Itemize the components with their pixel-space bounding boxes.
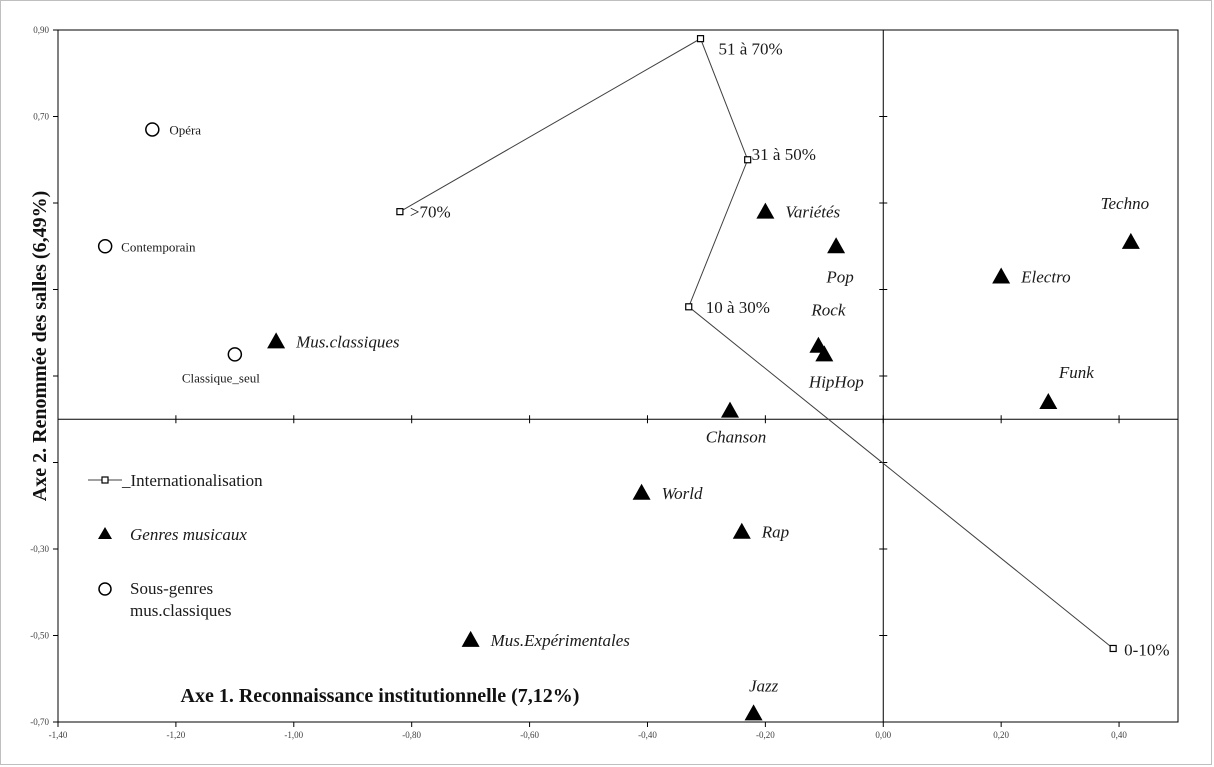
internationalisation-point [744,156,752,164]
genre-triangle [815,345,834,362]
y-tick-label: -0,30 [30,544,49,554]
genre-label: Jazz [749,676,779,695]
internationalisation-line [399,37,1114,649]
genre-label: Rap [761,523,789,542]
y-tick-label: -0,70 [30,717,49,727]
x-tick-label: -0,80 [402,730,421,740]
sous-genre-circle [227,347,243,362]
genre-label: Variétés [785,203,840,222]
y-axis-title: Axe 2. Renommée des salles (6,49%) [29,191,51,502]
genre-triangle [732,522,751,539]
genre-label: Electro [1020,268,1070,287]
genre-label: Techno [1101,194,1150,213]
x-tick-label: -1,20 [167,730,186,740]
legend-label-genres: Genres musicaux [130,525,247,544]
genre-triangle [461,630,480,647]
genre-triangle [756,202,775,219]
genre-triangle [1121,232,1140,249]
sous-genre-label: Classique_seul [182,370,260,385]
genre-triangle [744,704,763,721]
internationalisation-point [685,303,693,311]
genre-triangle [992,267,1011,284]
genre-label: Mus.Expérimentales [490,631,631,650]
internationalisation-label: 0-10% [1124,640,1169,659]
legend-label-line: mus.classiques [130,601,232,620]
x-tick-label: -1,40 [49,730,68,740]
genre-triangle [721,401,739,418]
genre-label: Funk [1058,363,1094,382]
sous-genre-circle [145,122,160,137]
x-tick-label: 0,40 [1111,730,1127,740]
internationalisation-point [396,208,404,216]
genre-label: World [662,484,703,503]
x-tick-label: 0,00 [875,730,891,740]
genre-triangle [1039,392,1058,409]
internationalisation-label: 10 à 30% [706,298,770,317]
genre-label: Mus.classiques [295,332,400,351]
legend-label-line: Sous-genres [130,579,213,598]
internationalisation-label: 31 à 50% [752,145,816,164]
genre-triangle [632,483,651,500]
genre-triangle [827,237,846,254]
x-axis-title: Axe 1. Reconnaissance institutionnelle (… [181,685,580,707]
legend-triangle-swatch [98,527,112,539]
genre-label: Chanson [706,428,766,447]
x-tick-label: 0,20 [993,730,1009,740]
sous-genre-circle [97,239,113,254]
sous-genre-label: Opéra [169,122,201,137]
legend-label-sous-genres: Sous-genres mus.classiques [130,579,232,620]
internationalisation-label: 51 à 70% [719,40,783,59]
genre-triangle [267,332,286,349]
sous-genre-label: Contemporain [121,239,196,254]
y-tick-label: 0,70 [33,112,49,122]
y-tick-label: -0,50 [30,631,49,641]
genre-label: Pop [825,267,853,286]
internationalisation-label: >70% [410,203,451,222]
genre-label: Rock [810,301,845,320]
legend-label-internationalisation: _Internationalisation [121,471,263,490]
internationalisation-point [1109,644,1117,653]
x-tick-label: -0,20 [756,730,775,740]
internationalisation-point [696,35,705,43]
genre-label: HipHop [808,372,864,391]
legend-circle-swatch [98,582,112,596]
x-tick-label: -0,40 [638,730,657,740]
x-tick-label: -0,60 [520,730,539,740]
y-tick-label: 0,90 [33,25,49,35]
legend-square-swatch [101,476,109,484]
x-tick-label: -1,00 [284,730,303,740]
